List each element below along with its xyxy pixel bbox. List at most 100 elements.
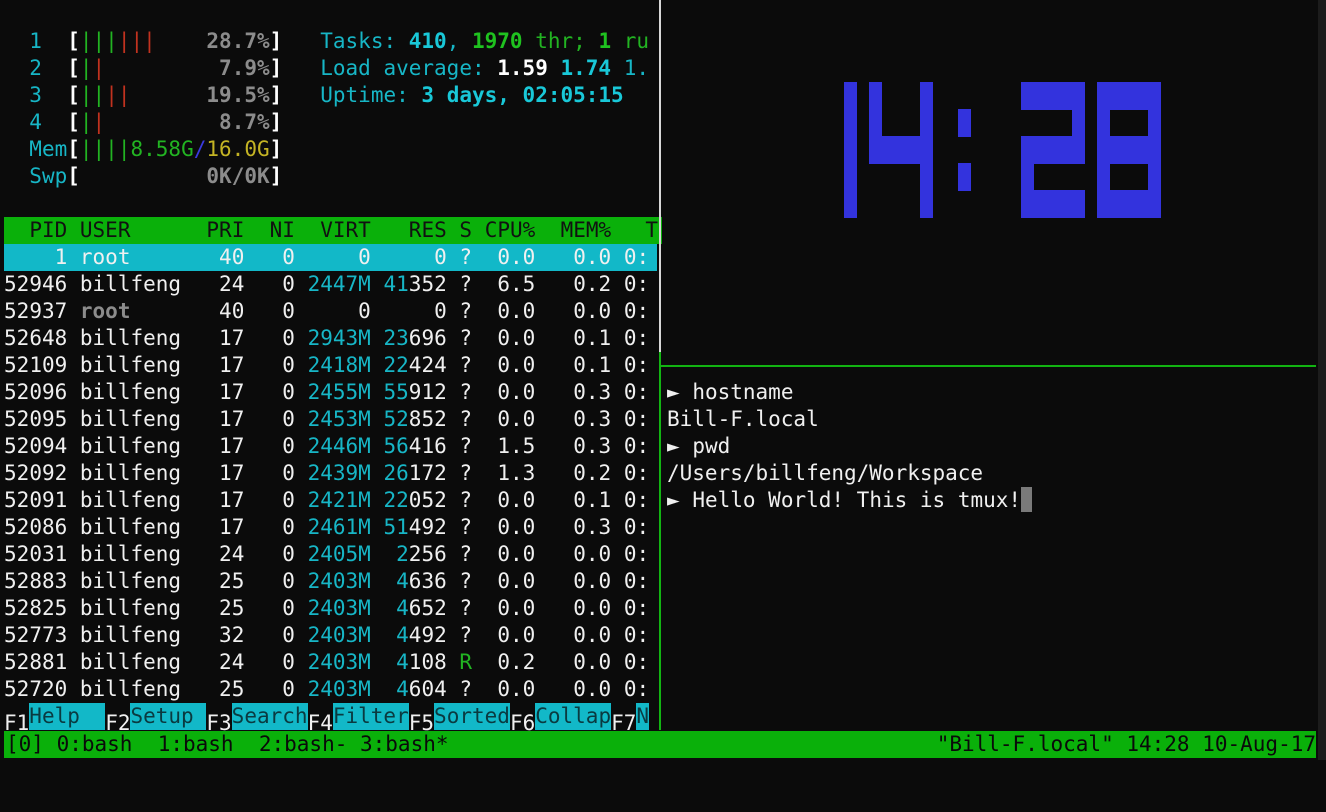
process-row[interactable]: 52094 billfeng 17 0 2446M 56416? 1.5 0.3 0: — [4, 433, 657, 460]
process-res: 22052 — [371, 487, 447, 514]
process-ni: 0 — [282, 461, 295, 485]
process-row[interactable]: 52937 root 40 0 0 0? 0.0 0.0 0: — [4, 298, 657, 325]
process-row[interactable]: 52825 billfeng 25 0 2403M 4652? 0.0 0.0 0: — [4, 595, 657, 622]
process-res: 22424 — [371, 352, 447, 379]
process-user: billfeng — [79, 353, 182, 377]
process-cpu: 0.0 — [497, 677, 536, 701]
pane-divider-vertical[interactable] — [659, 0, 661, 352]
process-cpu: 0.0 — [497, 488, 536, 512]
clock-digit-cell — [1071, 136, 1085, 164]
process-virt: 2447M — [307, 272, 371, 296]
column-header-time[interactable]: T — [645, 218, 658, 242]
fkey-help-button[interactable]: F1Help — [4, 703, 106, 735]
process-time: 0: — [623, 434, 650, 458]
res-thousands: 55 — [383, 380, 409, 404]
clock-digit-cell — [1109, 82, 1123, 110]
meter-bracket: ] — [269, 56, 283, 80]
clock-digit-cell — [844, 136, 858, 164]
process-mem: 0.1 — [573, 488, 612, 512]
process-mem: 0.0 — [573, 623, 612, 647]
pane-divider-vertical-active[interactable] — [659, 352, 661, 730]
clock-digit-cell — [1122, 136, 1136, 164]
process-ni: 0 — [282, 542, 295, 566]
meter-bracket: ] — [269, 110, 283, 134]
pane-divider-horizontal[interactable] — [660, 365, 1316, 367]
process-res: 52852 — [371, 406, 447, 433]
process-row[interactable]: 52092 billfeng 17 0 2439M 26172? 1.3 0.2 0: — [4, 460, 657, 487]
clock-digit-cell — [869, 109, 883, 137]
process-res: 4652 — [371, 595, 447, 622]
clock-digit-cell — [1033, 190, 1047, 218]
space — [680, 434, 693, 458]
process-table-header: PID USER PRI NI VIRT RES S CPU% MEM% T — [4, 217, 662, 244]
column-header-pri[interactable]: PRI — [206, 218, 245, 242]
process-time: 0: — [623, 245, 650, 269]
process-s: ? — [459, 326, 473, 350]
process-row[interactable]: 52031 billfeng 24 0 2405M 2256? 0.0 0.0 0: — [4, 541, 657, 568]
process-row[interactable]: 52086 billfeng 17 0 2461M 51492? 0.0 0.3 0: — [4, 514, 657, 541]
process-row[interactable]: 52648 billfeng 17 0 2943M 23696? 0.0 0.1 0: — [4, 325, 657, 352]
fkey-search-button[interactable]: F3Search — [206, 703, 308, 735]
process-time: 0: — [623, 569, 650, 593]
process-pri: 40 — [219, 245, 245, 269]
column-header-ni[interactable]: NI — [269, 218, 295, 242]
column-header-mem[interactable]: MEM% — [560, 218, 612, 242]
process-row[interactable]: 52096 billfeng 17 0 2455M 55912? 0.0 0.3 0: — [4, 379, 657, 406]
fkey-setup-button[interactable]: F2Setup — [105, 703, 207, 735]
process-row[interactable]: 52109 billfeng 17 0 2418M 22424? 0.0 0.1 0: — [4, 352, 657, 379]
load-1: 1.59 — [497, 56, 548, 80]
fkey-collap-button[interactable]: F6Collap — [509, 703, 612, 735]
column-header-res[interactable]: RES — [408, 218, 447, 242]
process-res: 4492 — [371, 622, 447, 649]
process-s: ? — [459, 677, 473, 701]
process-cpu: 0.0 — [497, 623, 536, 647]
tmux-window-list[interactable]: [0] 0:bash 1:bash 2:bash- 3:bash* — [6, 732, 449, 756]
process-virt: 2418M — [307, 353, 371, 377]
process-row[interactable]: 52095 billfeng 17 0 2453M 52852? 0.0 0.3 0: — [4, 406, 657, 433]
shell-output: /Users/billfeng/Workspace — [667, 461, 984, 485]
sp2 — [611, 56, 624, 80]
meter-bracket: [ — [67, 29, 80, 53]
process-row[interactable]: 1 root 40 0 0 0? 0.0 0.0 0: — [4, 244, 657, 271]
column-header-user[interactable]: USER — [79, 218, 131, 242]
process-virt: 2446M — [307, 434, 371, 458]
shell-command: hostname — [692, 380, 794, 404]
process-pri: 25 — [219, 677, 245, 701]
cpu-percent: 8.7% — [219, 110, 270, 134]
clock-digit-cell — [919, 109, 934, 137]
res-units: 852 — [408, 407, 447, 431]
column-header-s[interactable]: S — [459, 218, 473, 242]
clock-digit-cell — [894, 136, 908, 164]
column-header-virt[interactable]: VIRT — [320, 218, 371, 242]
res-thousands: 51 — [383, 515, 409, 539]
load-15: 1. — [623, 56, 650, 80]
process-pri: 17 — [219, 515, 245, 539]
process-row[interactable]: 52883 billfeng 25 0 2403M 4636? 0.0 0.0 0: — [4, 568, 657, 595]
process-ni: 0 — [282, 407, 295, 431]
meter-bracket: ] — [269, 164, 283, 188]
process-pri: 24 — [219, 542, 245, 566]
process-pri: 17 — [219, 434, 245, 458]
process-pri: 32 — [219, 623, 245, 647]
process-time: 0: — [623, 650, 650, 674]
column-header-pid[interactable]: PID — [29, 218, 68, 242]
process-row[interactable]: 52881 billfeng 24 0 2403M 4108 R 0.2 0.0 0: — [4, 649, 657, 676]
process-row[interactable]: 52773 billfeng 32 0 2403M 4492? 0.0 0.0 0: — [4, 622, 657, 649]
fkey-label: Search — [231, 703, 308, 730]
process-row[interactable]: 52946 billfeng 24 0 2447M 41352? 6.5 0.2 0: — [4, 271, 657, 298]
process-s: ? — [459, 542, 473, 566]
process-virt: 2421M — [307, 488, 371, 512]
process-row[interactable]: 52720 billfeng 25 0 2403M 4604? 0.0 0.0 0: — [4, 676, 657, 703]
process-virt: 2405M — [307, 542, 371, 566]
res-units: 108 — [408, 650, 447, 674]
process-virt: 2403M — [307, 596, 371, 620]
process-row[interactable]: 52091 billfeng 17 0 2421M 22052? 0.0 0.1 0: — [4, 487, 657, 514]
clock-digit-cell — [844, 82, 858, 110]
process-res: 51492 — [371, 514, 447, 541]
process-cpu: 0.0 — [497, 245, 536, 269]
res-units: 256 — [408, 542, 447, 566]
process-mem: 0.0 — [573, 542, 612, 566]
column-header-cpu[interactable]: CPU% — [484, 218, 536, 242]
process-res: 26172 — [371, 460, 447, 487]
process-pid: 52937 — [4, 299, 68, 323]
